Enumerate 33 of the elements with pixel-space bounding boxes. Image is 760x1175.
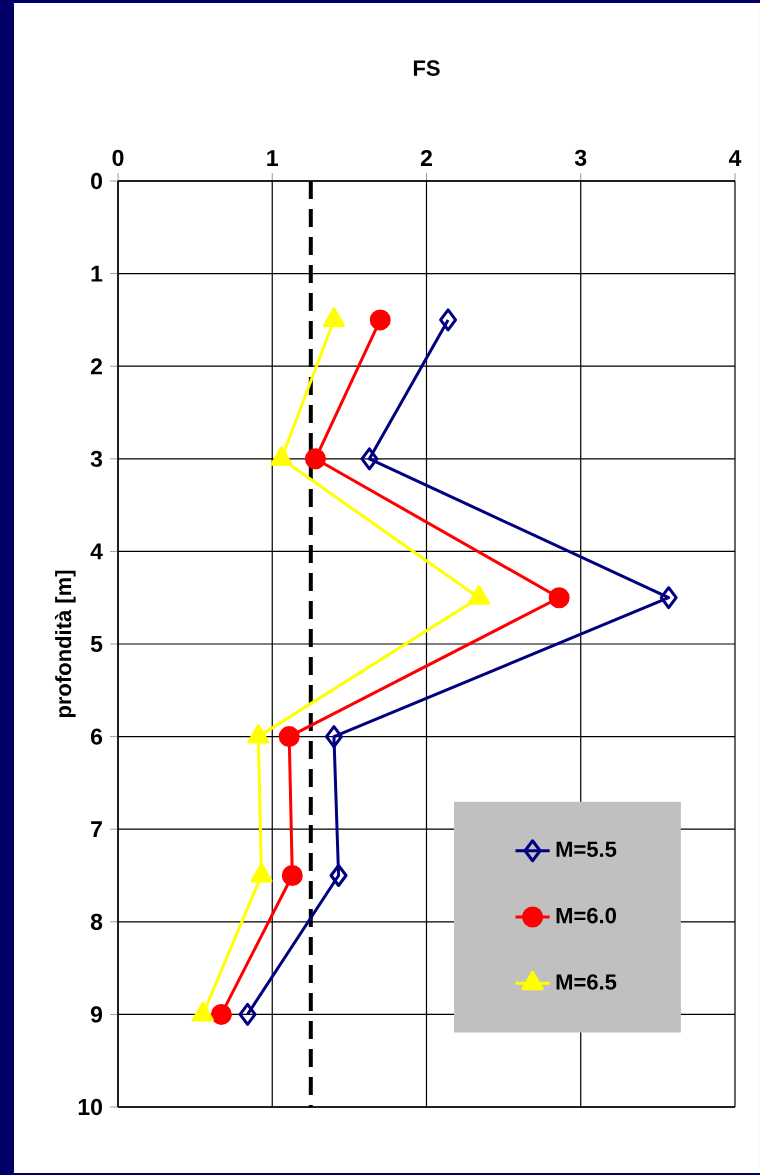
x-tick-label: 0 xyxy=(112,149,124,166)
point xyxy=(360,447,379,471)
legend-label: M=6.0 xyxy=(556,907,616,924)
y-tick-label: 0 xyxy=(91,172,102,190)
point xyxy=(238,1002,257,1026)
point xyxy=(548,587,570,609)
y-tick-label: 10 xyxy=(78,1098,102,1116)
x-tick-label: 1 xyxy=(267,150,278,166)
x-tick-label: 3 xyxy=(574,149,587,166)
point xyxy=(324,725,343,749)
x-tick-label: 2 xyxy=(420,149,432,166)
point xyxy=(369,309,391,331)
y-tick-label: 8 xyxy=(90,913,103,930)
point xyxy=(304,448,326,470)
y-tick-label: 9 xyxy=(90,1006,103,1023)
point xyxy=(281,865,303,887)
legend-label: M=6.5 xyxy=(556,974,617,990)
x-tick-label: 4 xyxy=(728,150,742,166)
y-tick-label: 1 xyxy=(91,265,103,282)
y-tick-label: 4 xyxy=(90,543,103,560)
y-tick-label: 7 xyxy=(91,821,102,838)
y-tick-label: 6 xyxy=(90,728,103,745)
y-axis-title: profondità [m] xyxy=(54,570,76,718)
legend-label: M=5.5 xyxy=(556,841,617,858)
point xyxy=(659,586,678,610)
y-tick-label: 2 xyxy=(90,358,102,375)
point xyxy=(278,726,300,748)
y-tick-label: 5 xyxy=(90,636,103,653)
point xyxy=(329,864,348,888)
y-tick-label: 3 xyxy=(90,450,103,467)
point xyxy=(439,308,458,332)
point xyxy=(210,1003,232,1025)
x-axis-title: FS xyxy=(413,60,440,76)
